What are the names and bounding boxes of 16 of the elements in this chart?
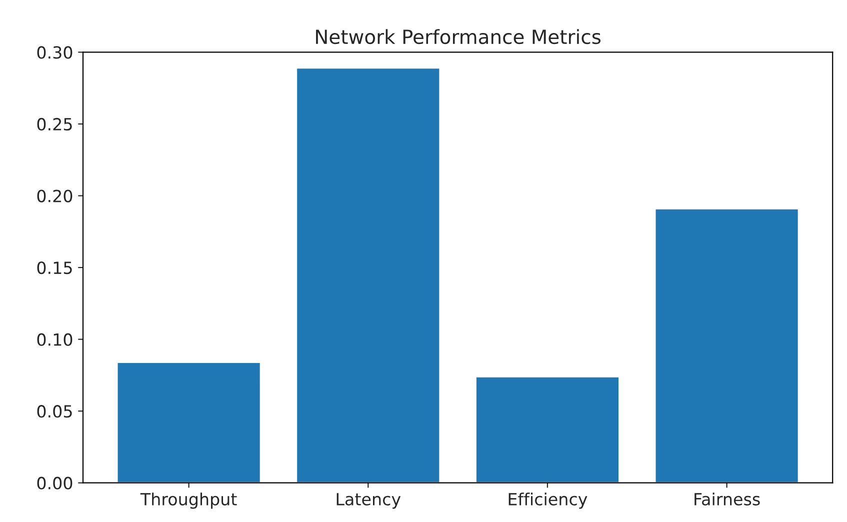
x-tick-label: Efficiency (508, 492, 588, 509)
y-tick-label: 0.20 (37, 190, 72, 202)
chart-title: Network Performance Metrics (316, 29, 601, 44)
bar (475, 376, 620, 483)
x-tick-label: Latency (336, 493, 401, 509)
x-tick-label: Fairness (694, 492, 760, 506)
y-tick-label: 0.15 (37, 261, 72, 274)
y-tick-label: 0.00 (37, 476, 72, 490)
y-tick-label: 0.30 (37, 46, 72, 59)
y-tick-label: 0.25 (37, 118, 72, 131)
bar (654, 208, 800, 483)
bar (116, 362, 262, 483)
y-tick-label: 0.05 (37, 405, 72, 418)
bar (296, 67, 441, 483)
y-tick-label: 0.10 (37, 333, 72, 346)
x-tick-label: Throughput (140, 492, 237, 509)
